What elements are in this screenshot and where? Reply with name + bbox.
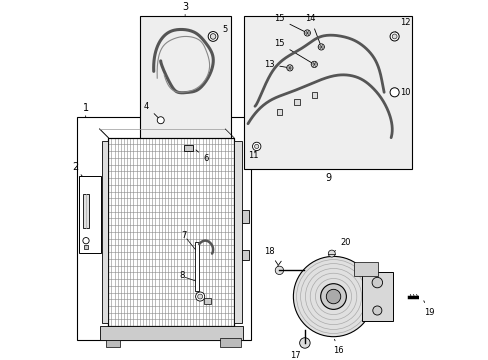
Bar <box>82 194 89 229</box>
Circle shape <box>252 142 261 150</box>
Bar <box>220 338 241 347</box>
Circle shape <box>197 294 202 299</box>
Text: 8: 8 <box>180 271 185 280</box>
Bar <box>77 117 251 340</box>
Circle shape <box>299 338 309 348</box>
Text: 15: 15 <box>274 39 311 63</box>
Text: 20: 20 <box>333 238 350 252</box>
Circle shape <box>195 292 204 301</box>
Circle shape <box>157 117 164 124</box>
Bar <box>195 242 199 291</box>
Circle shape <box>304 30 310 36</box>
Circle shape <box>389 88 398 97</box>
Circle shape <box>371 277 382 288</box>
Text: 3: 3 <box>182 2 188 15</box>
Bar <box>108 138 234 326</box>
Circle shape <box>391 34 396 39</box>
Bar <box>140 15 230 169</box>
Bar <box>241 250 248 260</box>
Text: 6: 6 <box>196 150 208 163</box>
Text: 16: 16 <box>333 339 344 355</box>
Text: 2: 2 <box>72 162 82 176</box>
Bar <box>184 145 192 151</box>
Bar <box>276 109 282 115</box>
Text: 12: 12 <box>394 18 409 33</box>
Text: 18: 18 <box>263 247 277 265</box>
Circle shape <box>320 284 346 309</box>
Bar <box>353 262 377 276</box>
Text: 13: 13 <box>263 60 286 69</box>
Circle shape <box>318 44 324 50</box>
Bar <box>83 244 88 249</box>
Bar <box>361 272 392 321</box>
Bar <box>234 141 241 323</box>
Circle shape <box>389 32 398 41</box>
Circle shape <box>372 306 381 315</box>
Circle shape <box>254 144 258 149</box>
Bar <box>311 91 316 98</box>
Text: 4: 4 <box>144 102 159 118</box>
Text: 1: 1 <box>82 103 88 117</box>
Bar <box>102 141 108 323</box>
Text: 14: 14 <box>305 14 320 44</box>
Bar <box>204 298 211 303</box>
Text: 7: 7 <box>181 231 186 240</box>
Bar <box>241 210 249 222</box>
Text: 10: 10 <box>394 88 409 97</box>
Bar <box>100 326 243 340</box>
Bar <box>79 176 101 253</box>
Circle shape <box>310 61 317 68</box>
Bar <box>108 138 234 326</box>
Text: 11: 11 <box>247 150 258 159</box>
Text: 9: 9 <box>325 173 331 183</box>
Bar <box>244 15 411 169</box>
Text: 5: 5 <box>217 25 227 36</box>
Circle shape <box>293 256 373 337</box>
Circle shape <box>325 289 340 304</box>
Circle shape <box>210 33 215 39</box>
Bar <box>293 99 299 105</box>
Circle shape <box>286 65 292 71</box>
Circle shape <box>82 238 89 244</box>
Circle shape <box>275 266 283 275</box>
Circle shape <box>208 32 218 41</box>
Bar <box>105 340 119 347</box>
Text: 17: 17 <box>289 346 305 360</box>
Text: 15: 15 <box>274 14 304 32</box>
Circle shape <box>327 250 335 257</box>
Text: 19: 19 <box>423 301 434 317</box>
